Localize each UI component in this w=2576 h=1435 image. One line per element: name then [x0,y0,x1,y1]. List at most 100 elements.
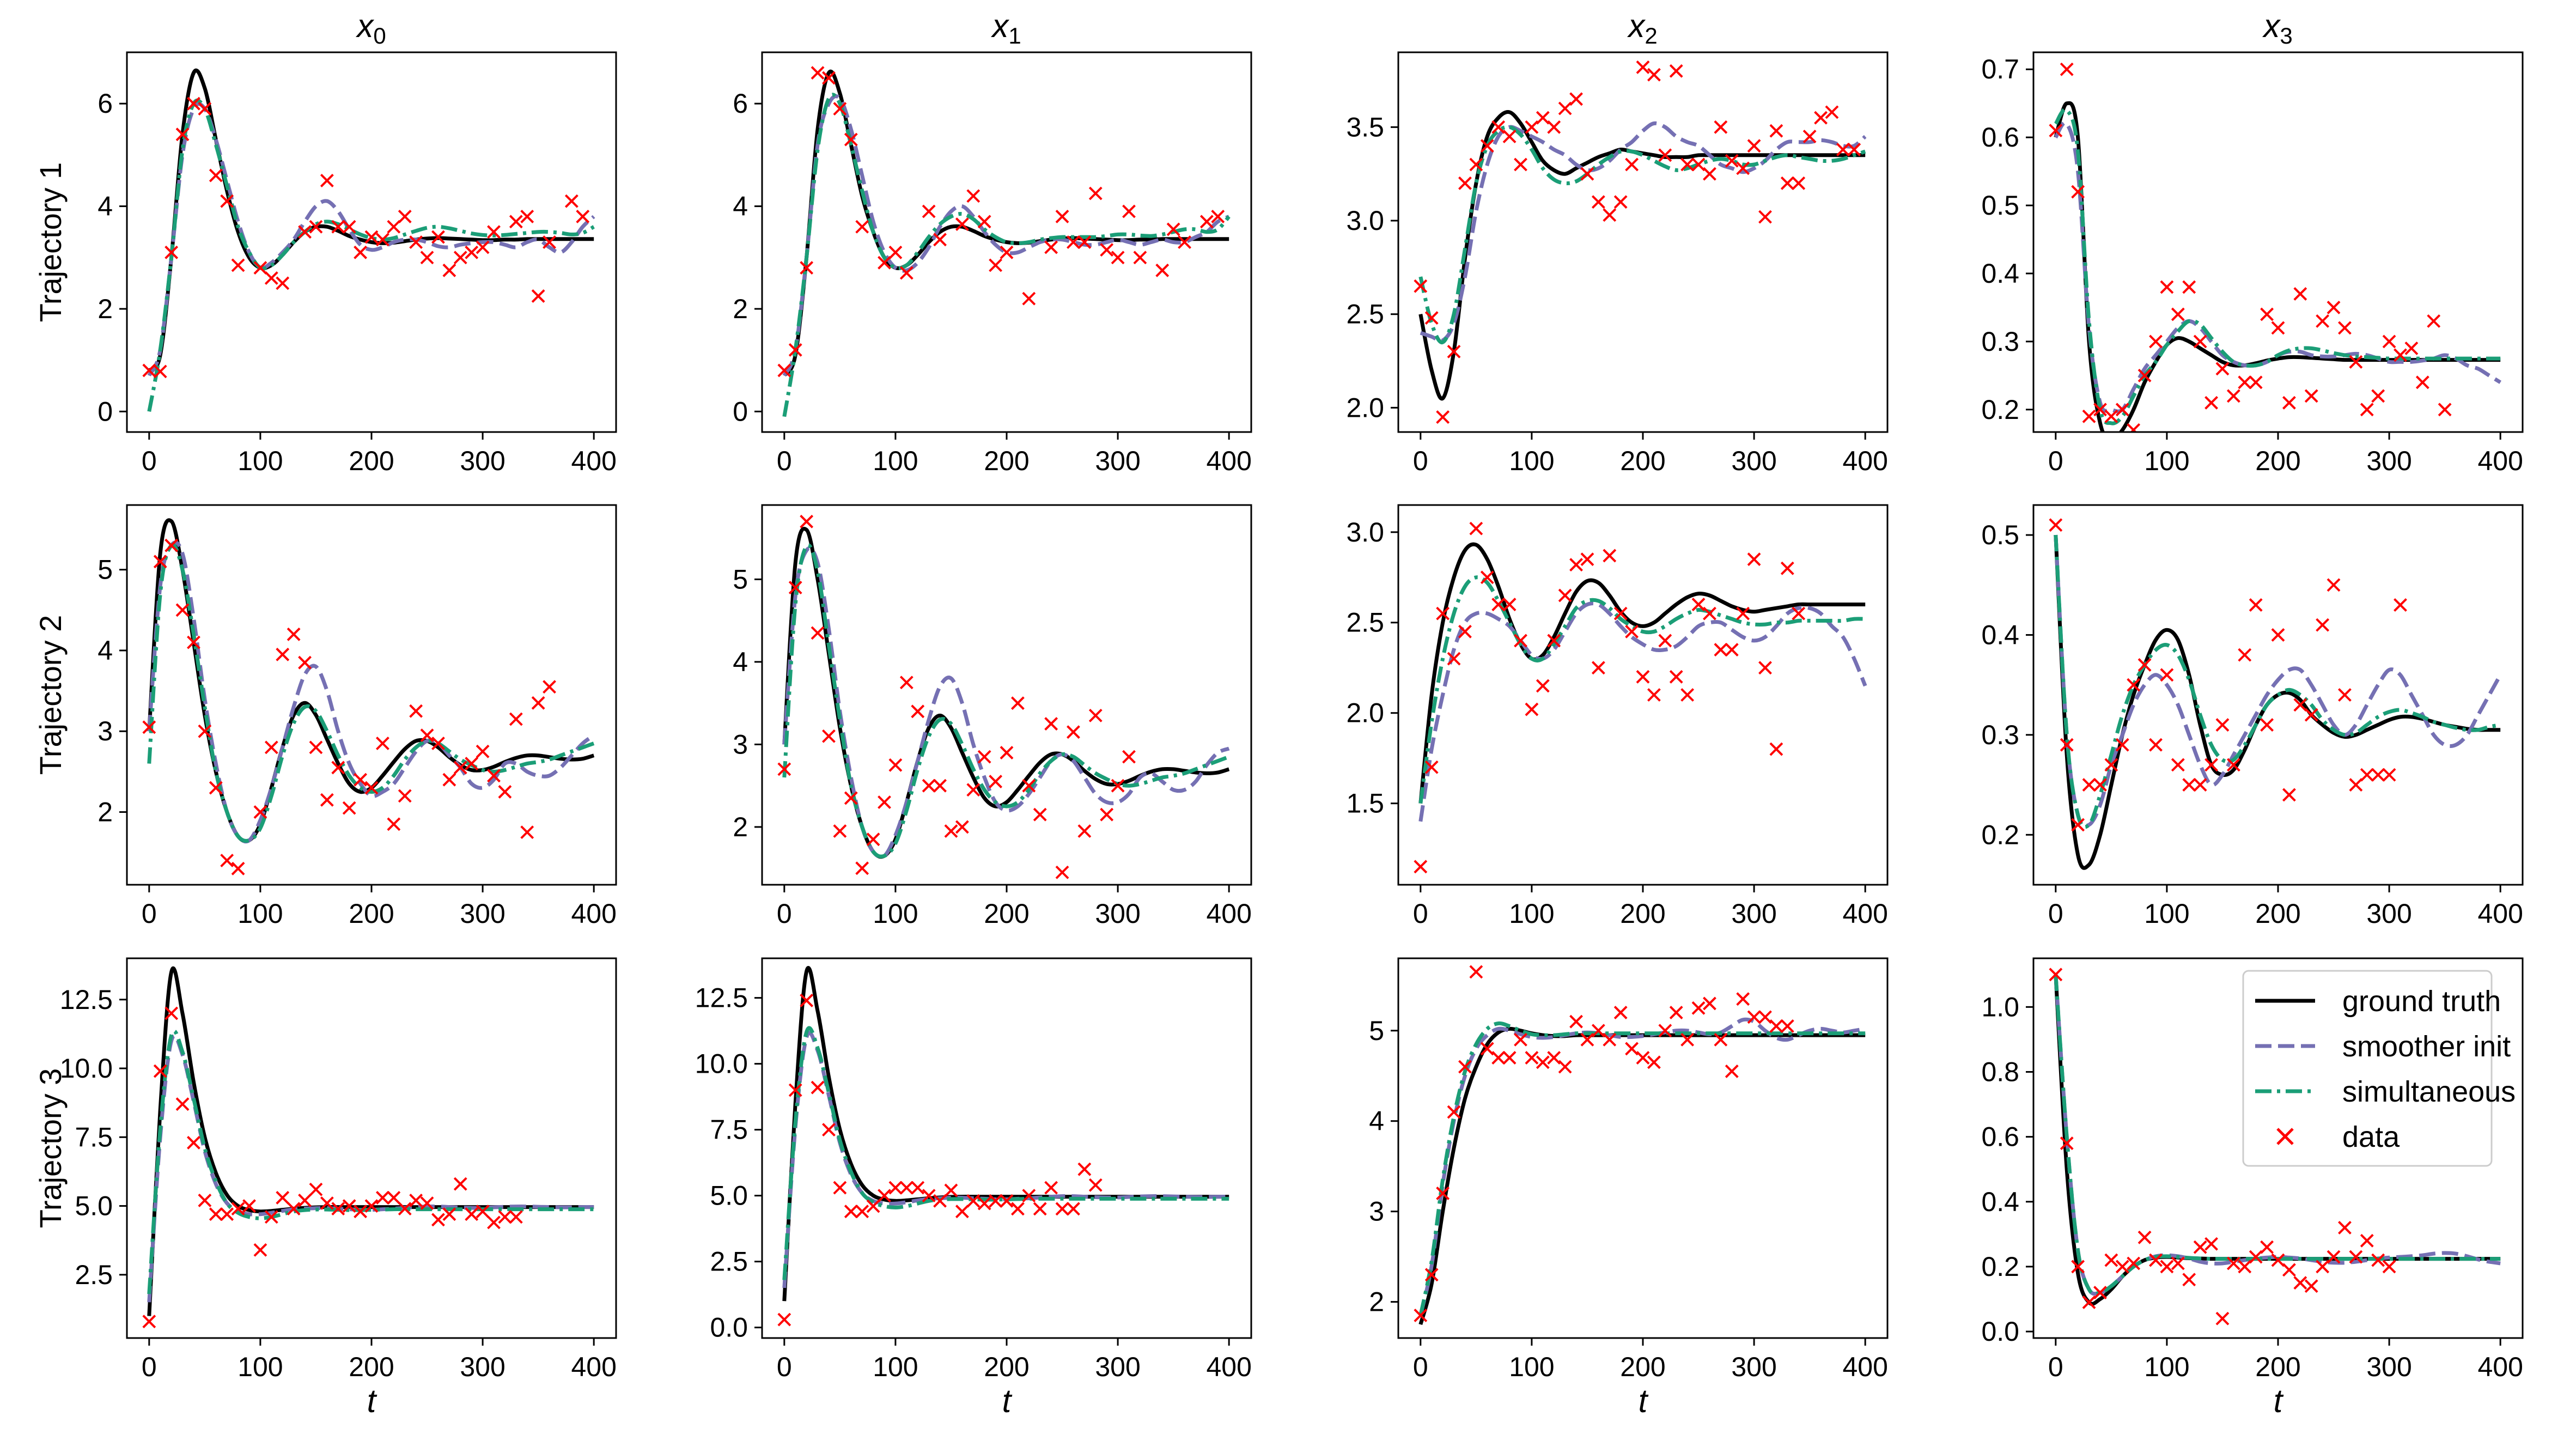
data-point [1469,157,1483,172]
column-title: x0 [355,8,386,48]
data-point [2115,403,2129,417]
data-point [2171,1256,2185,1270]
data-point [1714,120,1728,134]
data-point [287,627,301,641]
data-point [2204,396,2218,410]
data-point [320,174,334,187]
plot-area [777,514,1230,879]
data-point [2182,778,2196,792]
data-point [2193,335,2207,349]
data-point [2338,688,2352,702]
x-tick-label: 200 [1620,1352,1665,1382]
data-point [1436,606,1450,621]
data-point [1458,176,1472,190]
x-axis-label: t [367,1383,377,1419]
legend-swatch-data [2276,1128,2294,1145]
data-point [2182,1273,2196,1287]
data-point [2382,335,2396,349]
data-point [364,1199,379,1213]
data-point [1458,1060,1472,1074]
data-point [1758,210,1772,224]
x-tick-label: 0 [777,898,792,929]
data-point [1780,176,1794,190]
axes-frame [1397,504,1889,886]
x-tick-label: 200 [2255,1352,2300,1382]
data-point [2316,1260,2330,1274]
y-tick-label: 0.3 [1981,720,2019,750]
data-point [1814,111,1828,125]
y-tick-label: 0.8 [1981,1057,2019,1087]
data-point [342,801,356,815]
data-point [2338,321,2352,335]
series-line-ground-truth [147,966,594,1316]
data-point [498,785,512,799]
legend-label-data: data [2342,1121,2400,1153]
data-point [2304,389,2318,403]
y-tick-label: 2.5 [710,1246,748,1277]
data-point [1055,209,1069,223]
data-point [1010,1202,1025,1216]
y-tick-label: 12.5 [60,984,113,1015]
x-tick-label: 100 [237,446,283,476]
data-point [989,258,1003,272]
data-point [1558,101,1572,115]
data-point [777,1312,791,1327]
x-tick-label: 400 [571,898,616,929]
data-point [1558,1060,1572,1074]
y-tick-label: 5 [98,555,113,585]
data-point [2049,968,2063,982]
x-tick-label: 300 [1095,446,1140,476]
subplot-r2-c2: 0 100 200 300 400 2 3 4 5 [733,504,1252,929]
x-tick-label: 200 [984,446,1029,476]
data-point [1725,154,1739,168]
data-point [855,1205,869,1219]
data-point [1111,779,1125,793]
series-line-ground-truth [782,69,1229,377]
x-tick-label: 0 [142,446,157,476]
data-point [476,240,490,254]
data-point [1802,130,1817,143]
data-point [1044,240,1058,254]
data-point [276,276,290,290]
x-tick-label: 300 [460,446,505,476]
data-point [855,220,869,234]
data-point [1502,1051,1517,1065]
data-point [264,271,278,285]
data-point [2360,768,2374,782]
data-point [2104,409,2118,423]
legend-label-ground-truth: ground truth [2342,985,2501,1018]
data-point [1680,688,1695,702]
data-point [509,1210,523,1224]
data-point [453,761,467,775]
data-point [1714,1032,1728,1047]
data-point [2160,1260,2174,1274]
data-point [187,1135,200,1150]
data-point [2349,778,2363,792]
y-tick-label: 4 [733,191,748,222]
data-point [899,266,914,280]
data-point [788,581,802,594]
data-point [1502,598,1517,611]
data-point [409,1194,423,1207]
data-point [1736,161,1750,175]
data-point [2360,1233,2374,1248]
x-tick-label: 200 [2255,446,2300,476]
data-point [888,245,903,259]
data-point [888,1181,903,1195]
data-point [966,783,981,797]
data-point [1155,263,1170,277]
data-point [1669,64,1683,78]
data-point [944,824,958,838]
y-tick-label: 4 [98,635,113,666]
data-point [387,817,401,831]
data-point [2238,648,2252,662]
data-point [1133,251,1147,265]
subplot-r1-c3: 0 100 200 300 400 2.0 2.5 3.0 3.5 x2 [1346,8,1889,476]
y-tick-label: 6 [98,88,113,119]
data-point [198,724,212,738]
data-point [800,261,814,275]
x-tick-label: 300 [1731,898,1776,929]
series-line-simultaneous [1418,575,1866,804]
y-tick-label: 0.0 [710,1312,748,1343]
